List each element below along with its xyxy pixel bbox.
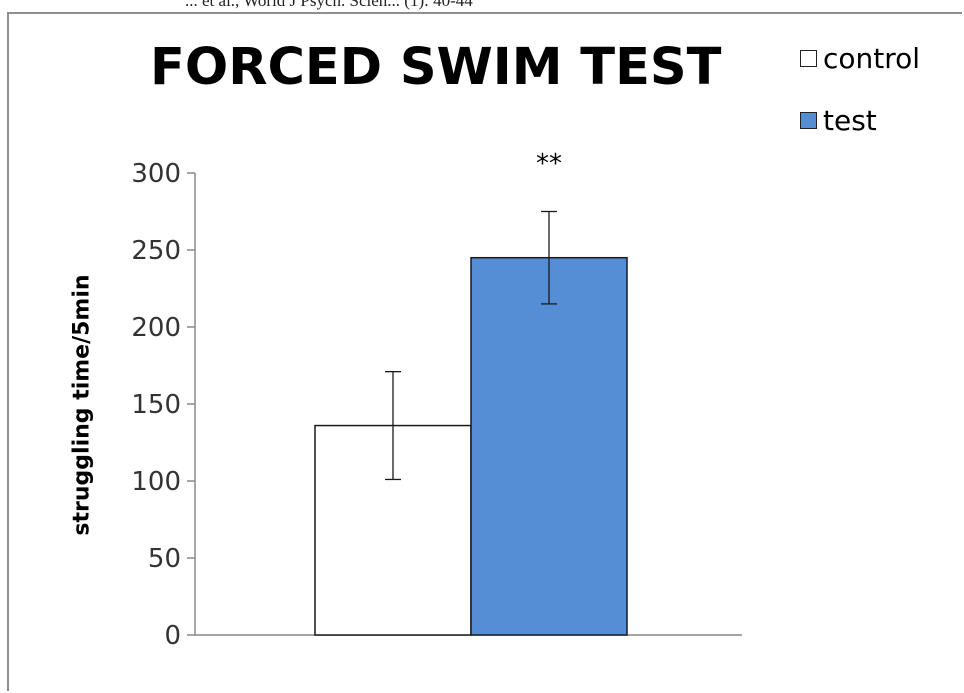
chart-frame	[7, 12, 962, 691]
y-tick-label: 200	[131, 313, 181, 343]
legend-swatch-test	[800, 112, 817, 129]
legend-label-control: control	[823, 42, 921, 75]
bar-test	[470, 256, 628, 636]
legend-label-test: test	[823, 104, 877, 137]
y-tick-label: 50	[148, 544, 181, 574]
chart-title: FORCED SWIM TEST	[150, 38, 722, 97]
legend-swatch-control	[800, 50, 817, 67]
header-fragment: ... et al., World J Psych. Scien... (1):…	[185, 0, 473, 10]
y-tick-label: 150	[131, 390, 181, 420]
legend-item-control: control	[800, 42, 920, 75]
y-tick-label: 300	[131, 159, 181, 189]
legend-item-test: test	[800, 104, 877, 137]
y-tick-label: 0	[164, 621, 181, 651]
significance-marker-test: **	[536, 149, 562, 179]
y-tick-label: 250	[131, 236, 181, 266]
y-tick-label: 100	[131, 467, 181, 497]
